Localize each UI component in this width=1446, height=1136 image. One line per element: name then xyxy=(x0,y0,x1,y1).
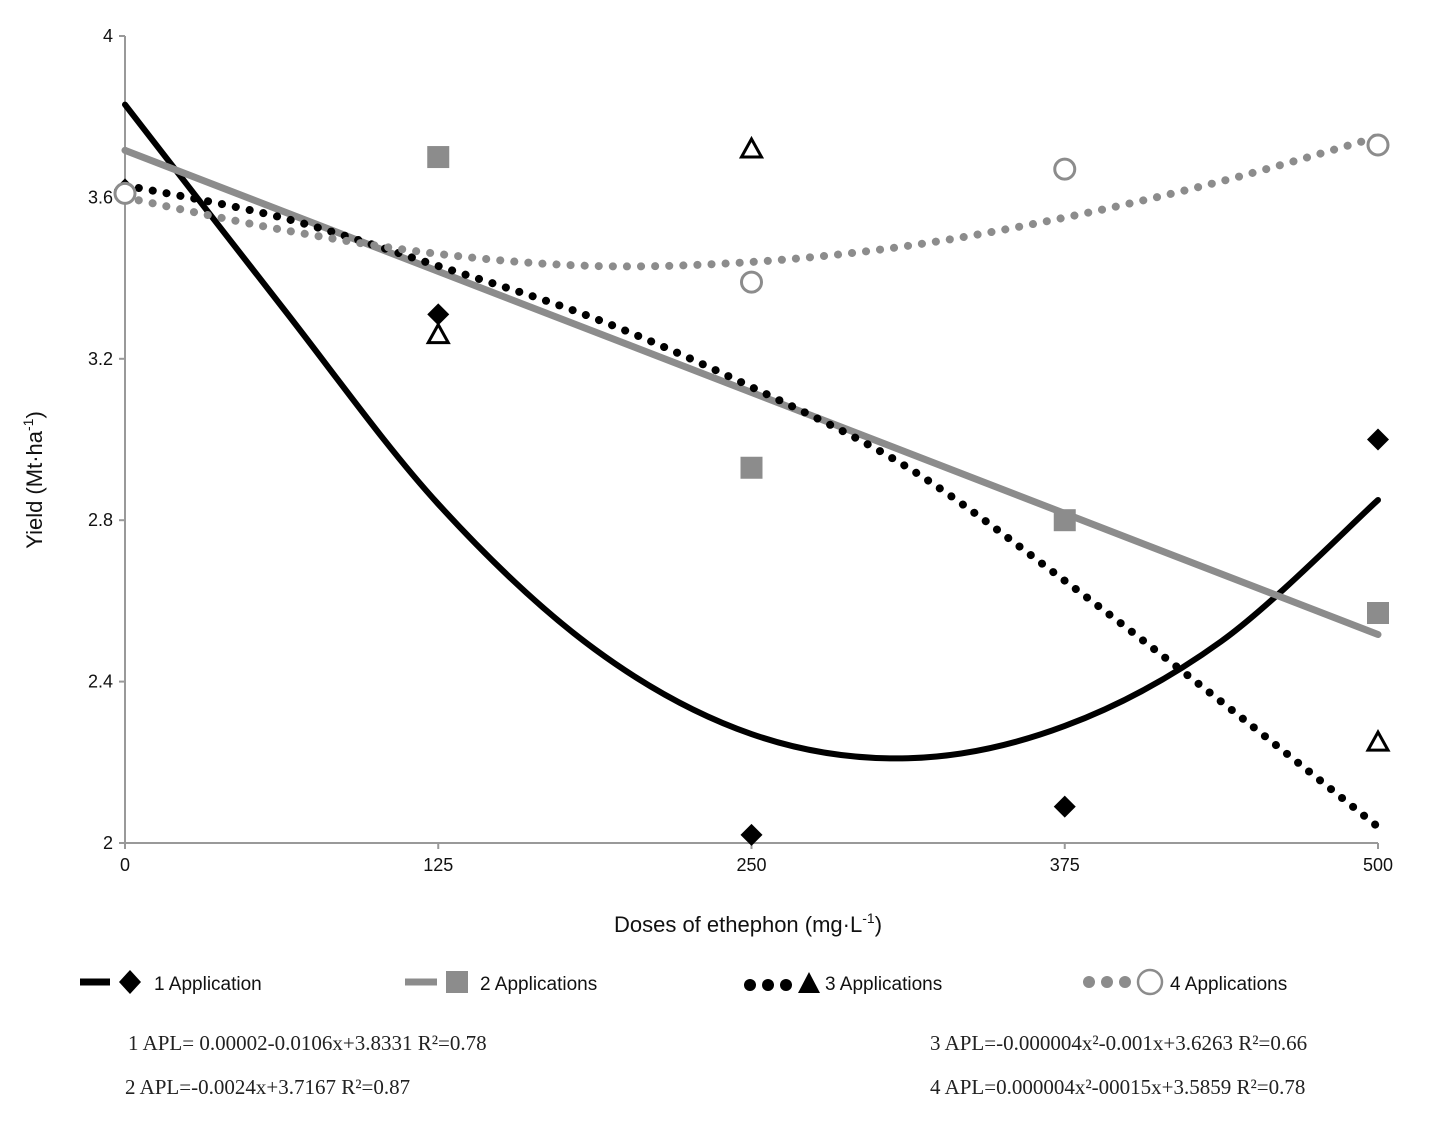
legend-dot xyxy=(780,979,792,991)
point-series-1 xyxy=(1367,428,1389,451)
legend-dot xyxy=(1101,976,1113,988)
legend-item-1: 1 Application xyxy=(80,970,262,995)
point-series-2 xyxy=(427,146,450,169)
y-tick-label: 2.4 xyxy=(88,672,113,692)
trendline-series-3 xyxy=(121,181,1382,831)
point-series-3 xyxy=(1365,729,1391,752)
x-tick-label: 250 xyxy=(736,855,766,875)
y-tick-label: 3.2 xyxy=(88,349,113,369)
point-series-4 xyxy=(113,181,137,205)
x-axis-title: Doses of ethephon (mg·L-1) xyxy=(614,910,882,937)
point-series-3 xyxy=(425,321,451,345)
point-series-4 xyxy=(740,270,763,294)
data-markers xyxy=(113,133,1391,846)
y-ticks: 2 2.4 2.8 3.2 3.6 4 xyxy=(88,26,125,853)
point-series-1 xyxy=(740,823,763,846)
equation-2: 2 APL=-0.0024x+3.7167 R²=0.87 xyxy=(125,1075,411,1099)
point-series-4 xyxy=(1053,157,1077,181)
x-ticks: 0 125 250 375 500 xyxy=(120,843,1393,875)
y-tick-label: 2.8 xyxy=(88,510,113,530)
equation-1: 1 APL= 0.00002-0.0106x+3.8331 R²=0.78 xyxy=(128,1031,487,1055)
y-tick-label: 3.6 xyxy=(88,187,113,207)
y-axis-title: Yield (Mt·ha-1) xyxy=(20,411,47,549)
trendlines xyxy=(121,101,1382,831)
equation-3: 3 APL=-0.000004x²-0.001x+3.6263 R²=0.66 xyxy=(930,1031,1308,1055)
trendline-series-1 xyxy=(122,101,1381,762)
point-series-1 xyxy=(427,303,450,326)
legend-label-1: 1 Application xyxy=(154,974,262,995)
x-tick-label: 375 xyxy=(1050,855,1080,875)
x-tick-label: 0 xyxy=(120,855,130,875)
point-series-4 xyxy=(1366,133,1390,157)
legend-item-3: 3 Applications xyxy=(744,972,942,995)
legend-dot xyxy=(762,979,774,991)
trendline-series-2 xyxy=(121,146,1382,639)
legend-label-2: 2 Applications xyxy=(480,974,597,995)
legend-circle-icon xyxy=(1136,968,1164,996)
legend-dot xyxy=(1083,976,1095,988)
legend: 1 Application 2 Applications 3 Applicati… xyxy=(80,968,1287,996)
point-series-2 xyxy=(740,456,763,479)
point-series-3 xyxy=(738,135,765,159)
x-tick-label: 500 xyxy=(1363,855,1393,875)
point-series-2 xyxy=(1053,509,1076,532)
y-tick-label: 4 xyxy=(103,26,113,46)
point-series-1 xyxy=(1053,795,1076,818)
x-tick-label: 125 xyxy=(423,855,453,875)
legend-item-4: 4 Applications xyxy=(1083,968,1287,996)
legend-label-3: 3 Applications xyxy=(825,974,942,995)
point-series-2 xyxy=(1367,602,1389,625)
legend-square-icon xyxy=(446,971,468,993)
legend-dot xyxy=(744,979,756,991)
legend-triangle-icon xyxy=(798,972,820,993)
y-tick-label: 2 xyxy=(103,833,113,853)
legend-label-4: 4 Applications xyxy=(1170,974,1287,995)
legend-item-2: 2 Applications xyxy=(405,971,597,995)
trendline-series-4 xyxy=(121,132,1382,271)
equation-4: 4 APL=0.000004x²-00015x+3.5859 R²=0.78 xyxy=(930,1075,1306,1099)
legend-dot xyxy=(1119,976,1131,988)
legend-diamond-icon xyxy=(119,970,141,994)
